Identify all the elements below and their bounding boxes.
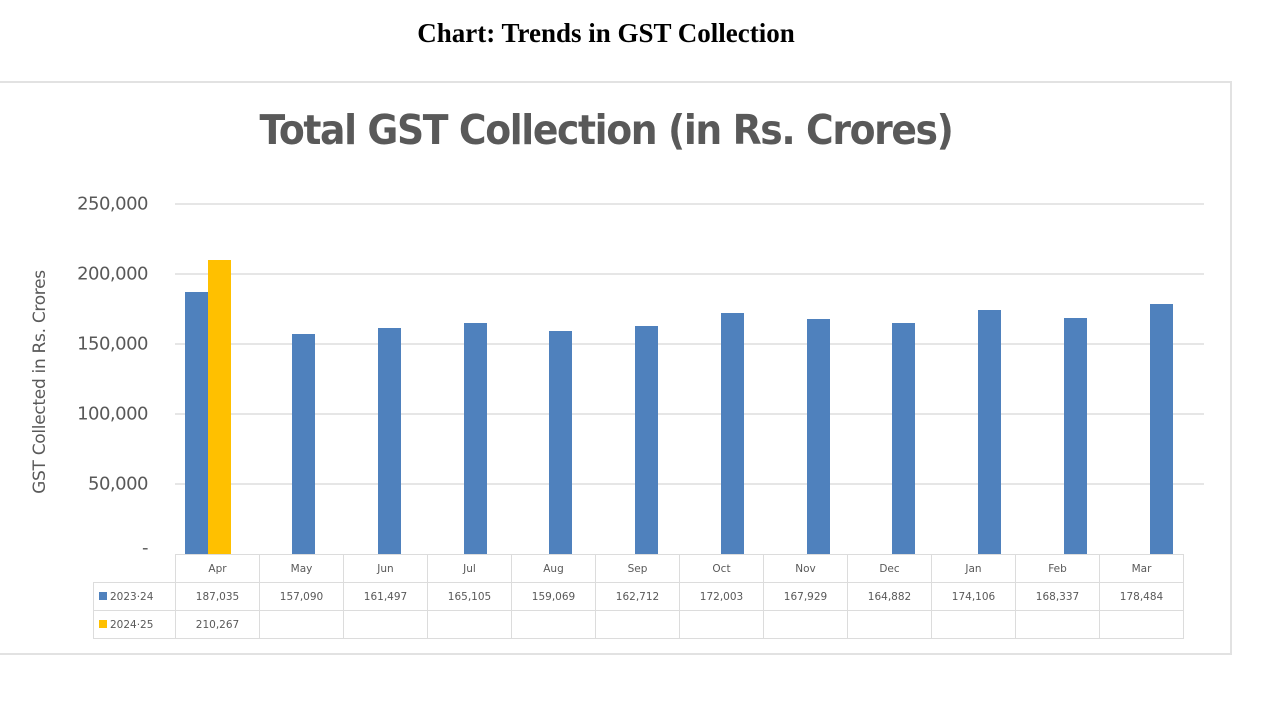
page-heading: Chart: Trends in GST Collection [417, 18, 795, 48]
table-cell: 178,484 [1099, 582, 1184, 611]
bar-2023-24-sep [635, 326, 659, 554]
legend-entry: 2023·24 [93, 582, 176, 611]
table-row: 2023·24 187,035 157,090 161,497 165,105 159,0… [93, 582, 1184, 611]
legend-label: 2024·25 [110, 618, 154, 631]
table-cell [679, 610, 764, 639]
x-category-label: Jun [343, 554, 428, 583]
table-cell [931, 610, 1016, 639]
table-cell: 164,882 [847, 582, 932, 611]
legend-swatch-icon [99, 591, 107, 600]
table-cell [511, 610, 596, 639]
bar-2023-24-jun [377, 327, 401, 554]
table-cell [1015, 610, 1100, 639]
y-tick-label: - [142, 537, 149, 559]
data-table: Apr May Jun Jul Aug Sep Oct Nov Dec Jan Feb Mar 2023… [93, 554, 1184, 639]
bar-2023-24-dec [892, 323, 916, 554]
x-category-label: Oct [679, 554, 764, 583]
y-tick-label: 200,000 [77, 263, 148, 285]
x-category-label: Feb [1015, 554, 1100, 583]
bar-2023-24-mar [1149, 304, 1173, 554]
table-cell [595, 610, 680, 639]
table-cell: 167,929 [763, 582, 848, 611]
bar-2023-24-feb [1063, 318, 1087, 554]
table-cell [763, 610, 848, 639]
table-row: 2024·25 210,267 [93, 610, 1184, 639]
table-cell: 174,106 [931, 582, 1016, 611]
table-cell: 157,090 [259, 582, 344, 611]
bar-2024-25-apr [207, 259, 231, 554]
gridline [175, 343, 1204, 345]
table-cell: 168,337 [1015, 582, 1100, 611]
y-tick-label: 50,000 [88, 473, 148, 495]
bar-2023-24-nov [806, 318, 830, 554]
y-tick-label: 250,000 [77, 193, 148, 215]
table-cell: 172,003 [679, 582, 764, 611]
bar-2023-24-jan [978, 310, 1002, 554]
bar-2023-24-aug [549, 331, 573, 554]
x-category-label: Dec [847, 554, 932, 583]
y-tick-label: 100,000 [77, 403, 148, 425]
bar-2023-24-may [292, 334, 316, 554]
table-cell [847, 610, 932, 639]
gridline [175, 413, 1204, 415]
bar-2023-24-jul [463, 322, 487, 554]
gridline [175, 273, 1204, 275]
table-corner [93, 554, 176, 583]
x-category-label: Mar [1099, 554, 1184, 583]
legend-entry: 2024·25 [93, 610, 176, 639]
gridline [175, 203, 1204, 205]
table-cell: 159,069 [511, 582, 596, 611]
table-cell [343, 610, 428, 639]
legend-label: 2023·24 [110, 590, 154, 603]
table-cell: 210,267 [175, 610, 260, 639]
x-category-label: Jan [931, 554, 1016, 583]
x-category-label: May [259, 554, 344, 583]
x-category-label: Sep [595, 554, 680, 583]
table-cell: 162,712 [595, 582, 680, 611]
x-category-label: Jul [427, 554, 512, 583]
x-category-label: Apr [175, 554, 260, 583]
bar-2023-24-apr [184, 292, 208, 554]
table-cell: 161,497 [343, 582, 428, 611]
y-tick-label: 150,000 [77, 333, 148, 355]
y-axis-label: GST Collected in Rs. Crores [30, 270, 50, 494]
x-category-label: Aug [511, 554, 596, 583]
table-cell [427, 610, 512, 639]
table-cell [1099, 610, 1184, 639]
bar-2023-24-oct [720, 313, 744, 554]
chart-title: Total GST Collection (in Rs. Crores) [259, 106, 954, 154]
table-cell: 165,105 [427, 582, 512, 611]
table-cell: 187,035 [175, 582, 260, 611]
x-category-label: Nov [763, 554, 848, 583]
gridline [175, 483, 1204, 485]
table-cell [259, 610, 344, 639]
legend-swatch-icon [99, 619, 107, 628]
